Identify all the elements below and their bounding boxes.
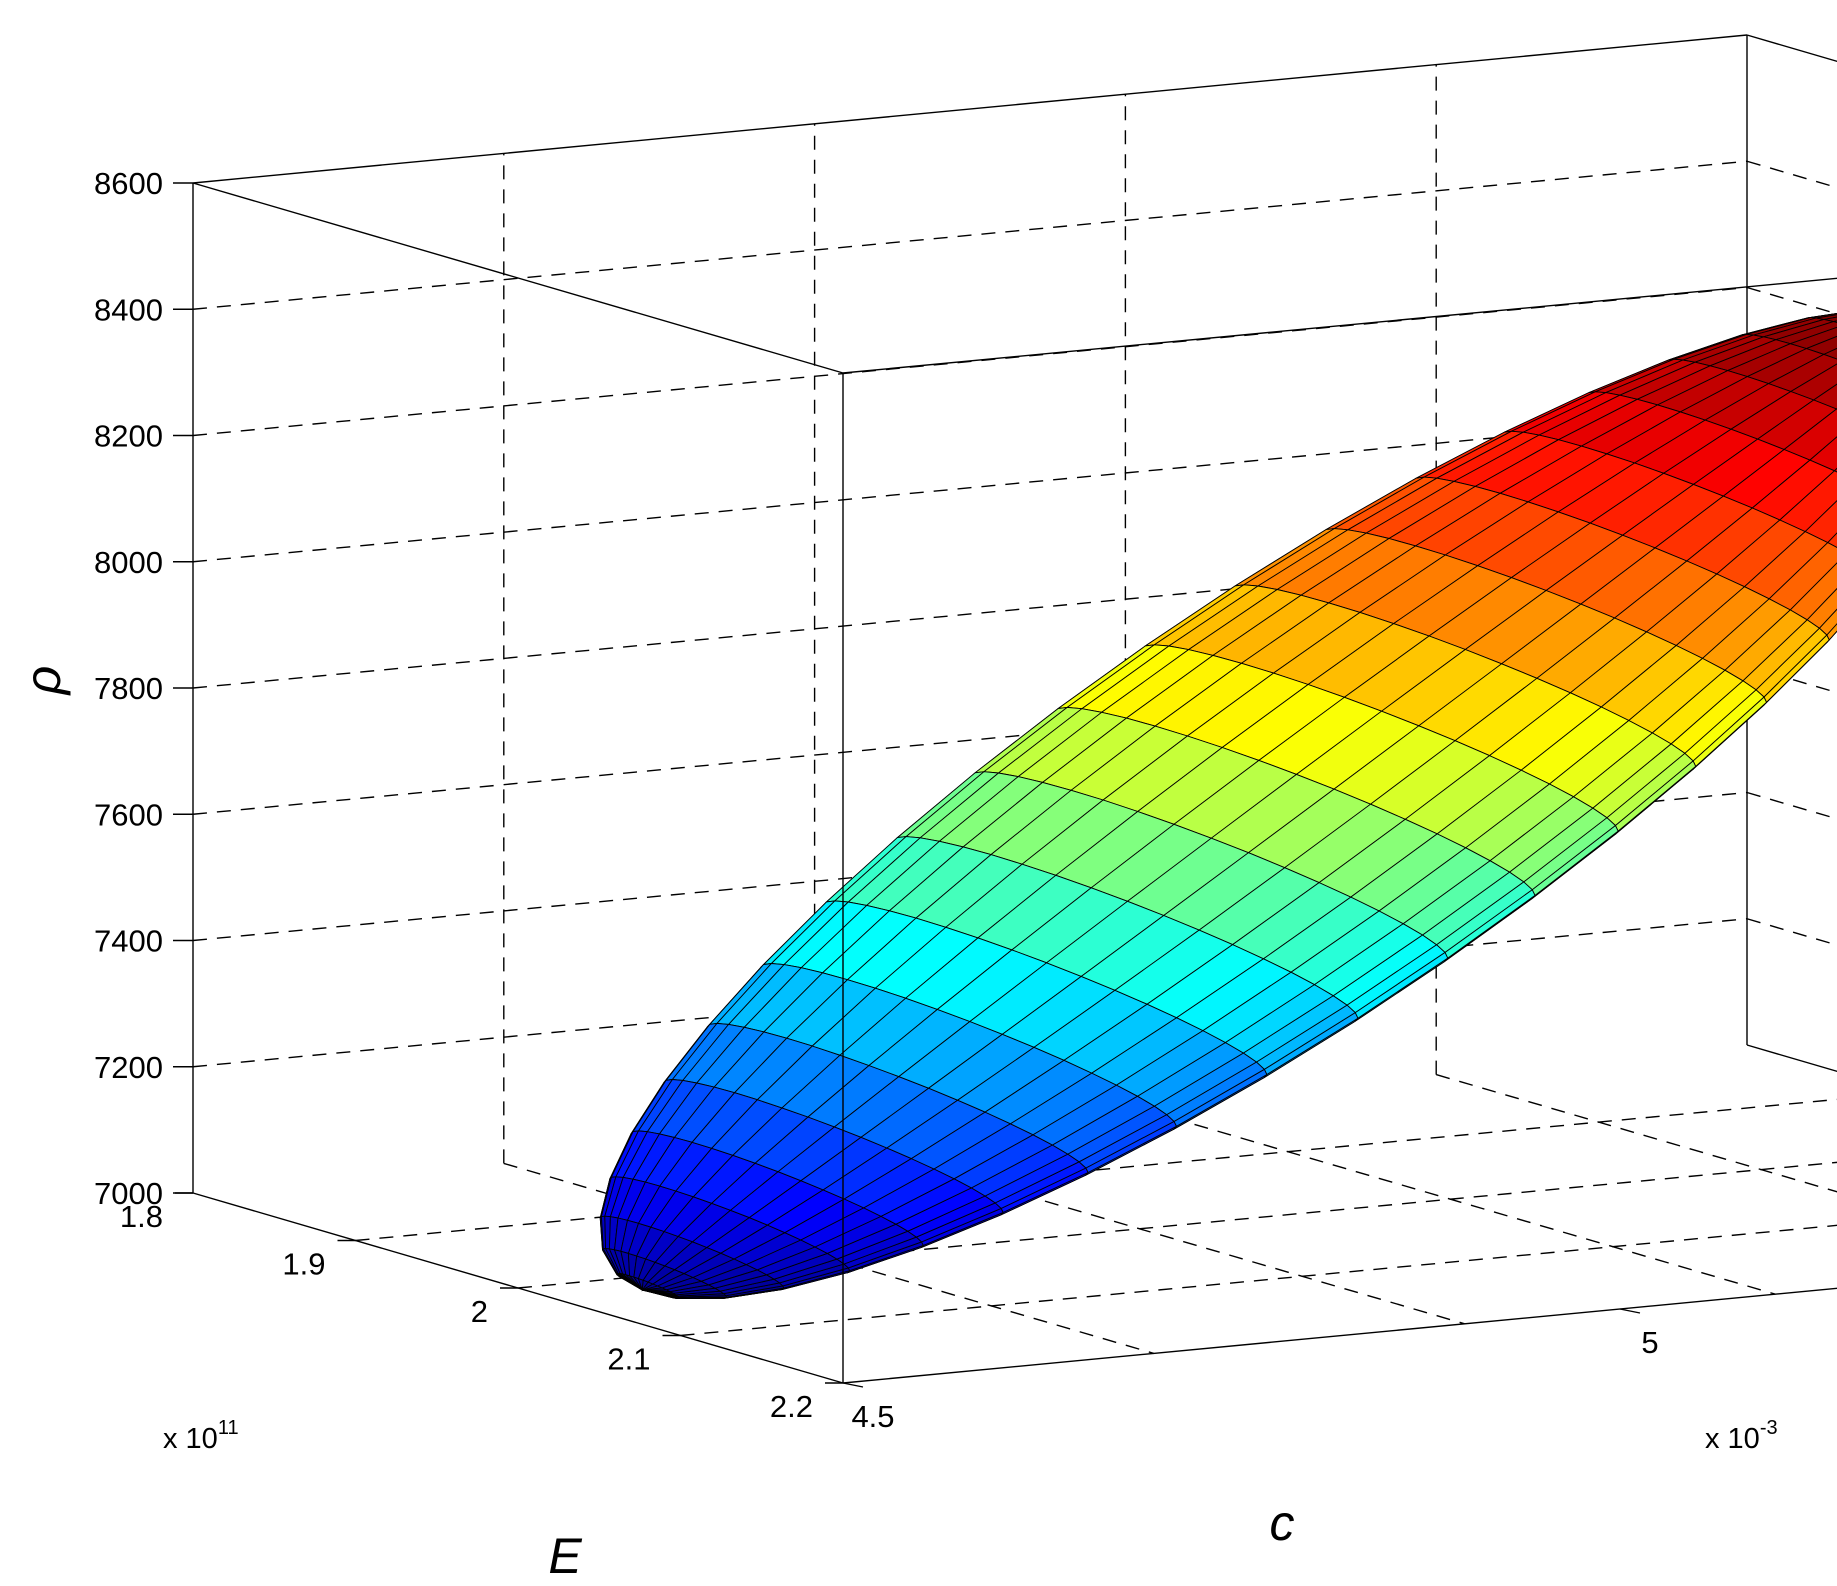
tick-label-rho: 7000 bbox=[94, 1176, 163, 1211]
grid-E-floor bbox=[517, 1161, 1837, 1289]
tick-c bbox=[842, 1382, 864, 1388]
E-exponent-label: x 1011 bbox=[163, 1417, 239, 1455]
axis-label-rho: ρ bbox=[15, 666, 71, 697]
c-exponent-label: x 10-3 bbox=[1705, 1417, 1778, 1455]
grid-z-right bbox=[1746, 791, 1837, 820]
tick-label-rho: 7400 bbox=[94, 924, 163, 959]
grid-c-floor bbox=[814, 1133, 1465, 1325]
tick-label-rho: 7600 bbox=[94, 797, 163, 832]
c-multiplier: x 10 bbox=[1705, 1423, 1760, 1455]
tick-label-rho: 8000 bbox=[94, 545, 163, 580]
tick-label-rho: 8200 bbox=[94, 419, 163, 454]
box-edge-left-top bbox=[192, 182, 844, 374]
grid-z-back bbox=[192, 160, 1748, 310]
grid-c-floor bbox=[1436, 1073, 1837, 1193]
box-edge-floor-right bbox=[1746, 1044, 1837, 1073]
axis-label-E: E bbox=[548, 1528, 582, 1584]
tick-c bbox=[1619, 1308, 1641, 1314]
tick-labels: 7000 7200 7400 7600 7800 8000 8200 8400 8600 1.8 1… bbox=[94, 166, 1659, 1434]
axis-label-c: c bbox=[1270, 1495, 1295, 1551]
tick-label-rho: 7800 bbox=[94, 671, 163, 706]
ellipsoid-surface bbox=[599, 312, 1837, 1299]
tick-label-E: 2.2 bbox=[770, 1389, 813, 1424]
box-edge-floor-front bbox=[842, 1287, 1837, 1384]
E-multiplier: x 10 bbox=[163, 1423, 218, 1455]
tick-marks bbox=[173, 182, 1641, 1388]
grid-z-right bbox=[1746, 918, 1837, 946]
E-exponent: 11 bbox=[218, 1417, 239, 1439]
tick-label-rho: 8600 bbox=[94, 166, 163, 201]
tick-label-E: 2.1 bbox=[607, 1342, 650, 1377]
grid-E-floor bbox=[680, 1224, 1837, 1337]
surface-patch bbox=[1827, 532, 1837, 548]
surface-patch bbox=[1202, 971, 1316, 1044]
grid-c-floor bbox=[1125, 1103, 1776, 1295]
tick-label-rho: 7200 bbox=[94, 1050, 163, 1085]
grid-E-floor bbox=[355, 1098, 1837, 1242]
tick-label-E: 1.9 bbox=[282, 1247, 325, 1282]
tick-label-rho: 8400 bbox=[94, 292, 163, 327]
surface-patch bbox=[1822, 347, 1837, 360]
box-edge-front-top bbox=[842, 277, 1837, 374]
box-edge-right-top bbox=[1746, 34, 1837, 63]
c-exponent: -3 bbox=[1760, 1417, 1778, 1439]
tick-label-c: 5 bbox=[1641, 1325, 1658, 1360]
tick-label-E: 1.8 bbox=[120, 1199, 163, 1234]
grid-z-back bbox=[192, 413, 1748, 563]
tick-label-c: 4.5 bbox=[851, 1399, 894, 1434]
box-edge-back-top bbox=[192, 34, 1748, 184]
tick-label-E: 2 bbox=[471, 1294, 488, 1329]
